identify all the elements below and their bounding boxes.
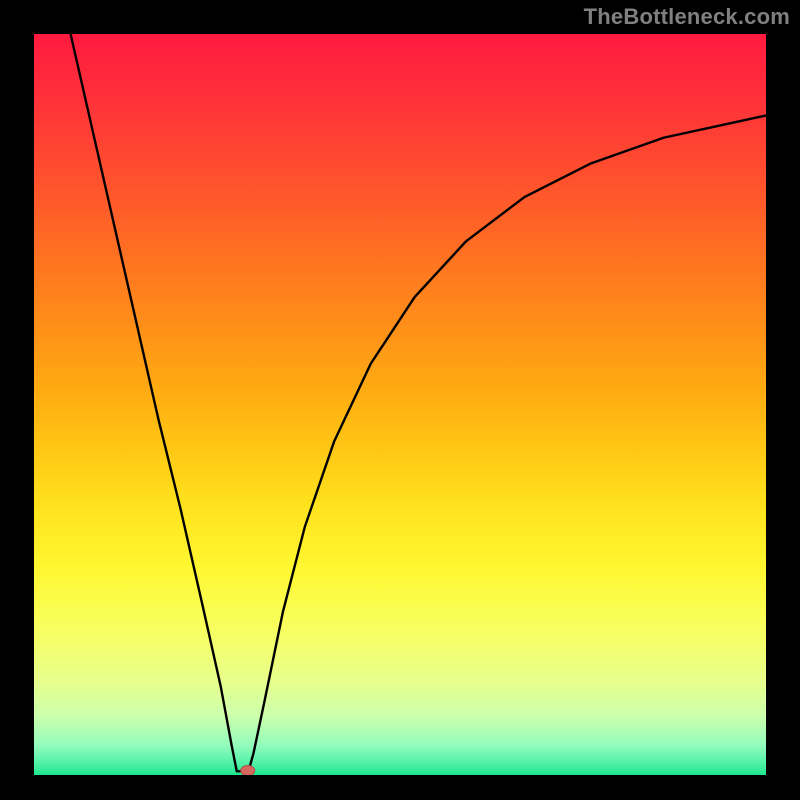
optimal-point-marker (241, 766, 255, 775)
heatmap-curve-chart (34, 34, 766, 775)
plot-area (34, 34, 766, 775)
chart-frame: TheBottleneck.com (0, 0, 800, 800)
watermark-text: TheBottleneck.com (584, 4, 790, 30)
gradient-background (34, 34, 766, 775)
